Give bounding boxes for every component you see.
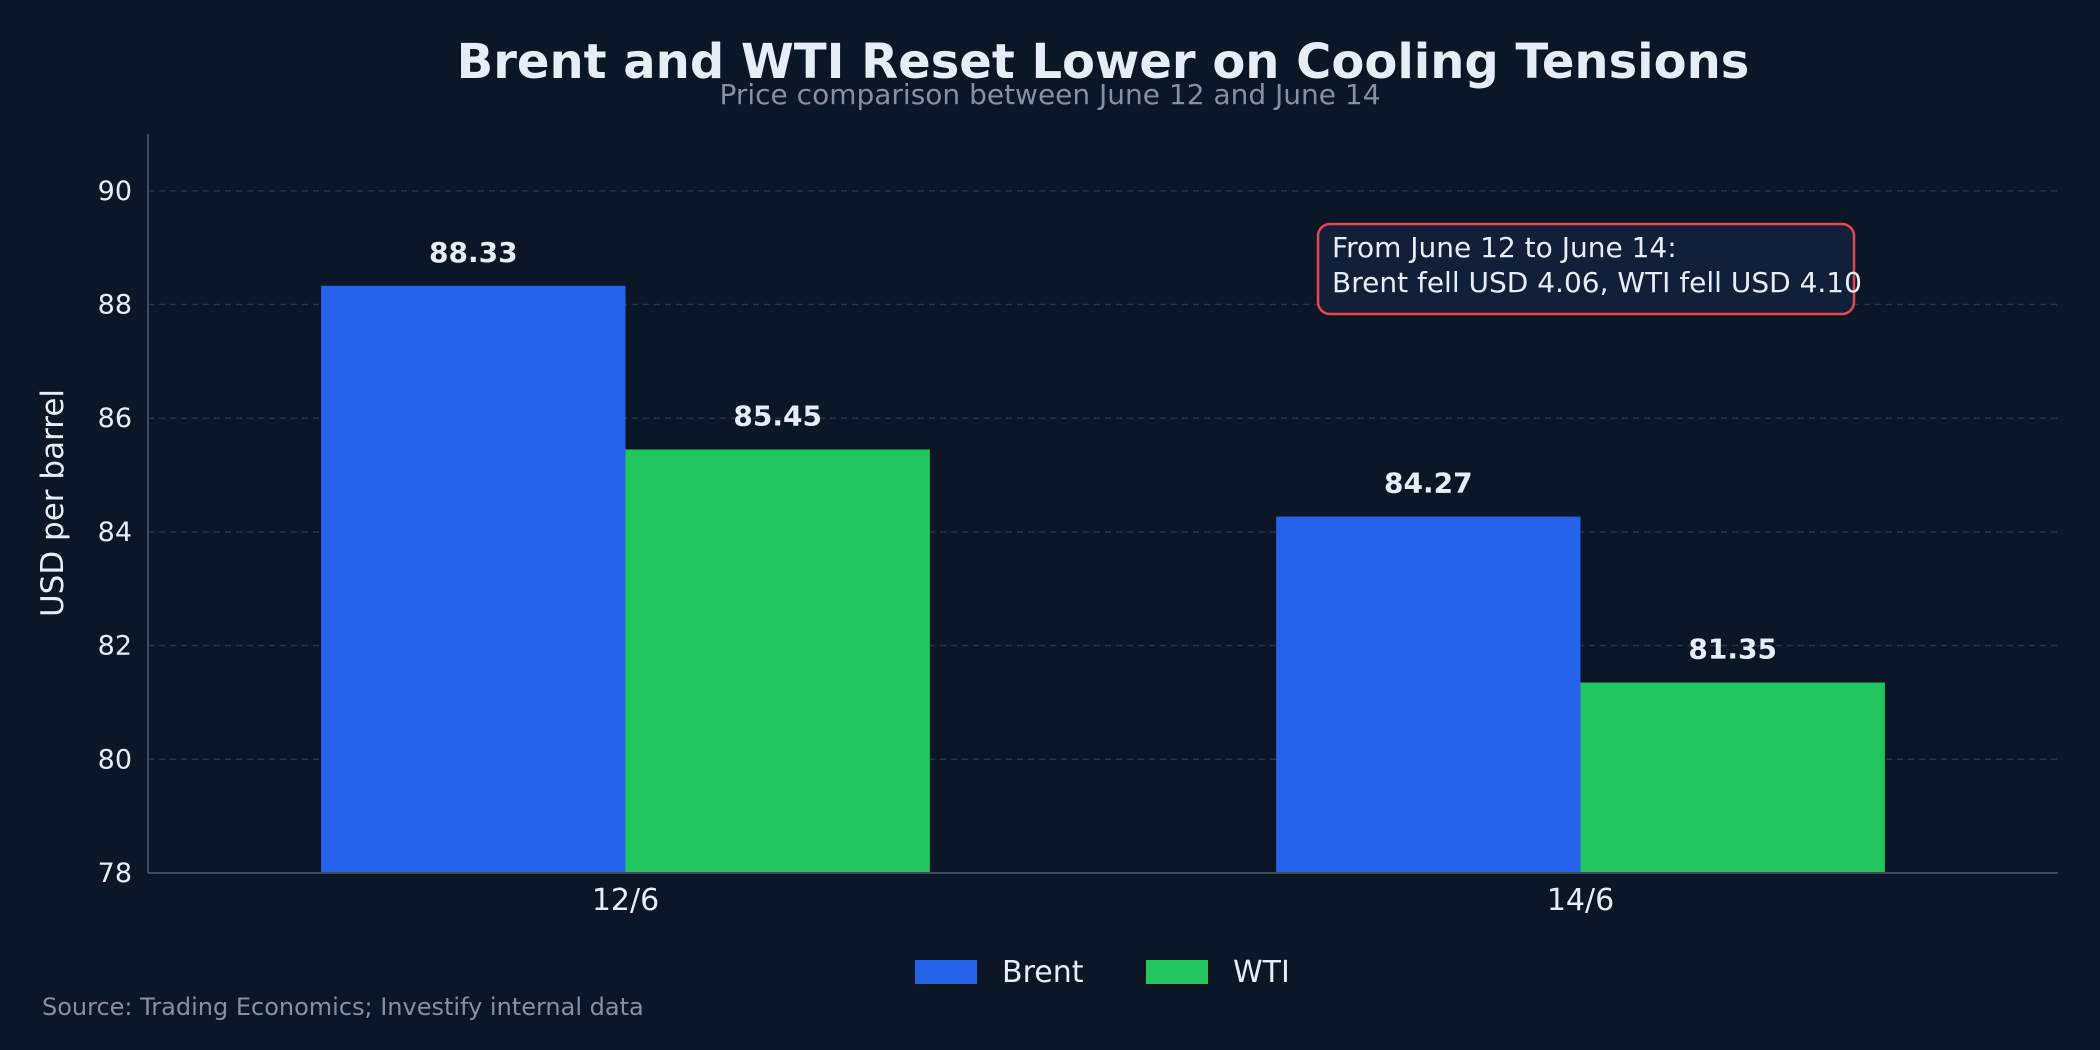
source-note: Source: Trading Economics; Investify int… xyxy=(42,993,644,1021)
bar-wti-0 xyxy=(625,449,930,873)
y-tick-label: 90 xyxy=(98,176,132,207)
y-axis-label: USD per barrel xyxy=(35,389,71,617)
x-tick-label: 12/6 xyxy=(592,883,659,918)
bars xyxy=(321,285,1885,873)
annotation-box: From June 12 to June 14: Brent fell USD … xyxy=(1316,222,1862,316)
y-tick-label: 78 xyxy=(98,858,132,889)
legend-swatch-brent xyxy=(915,960,977,984)
value-label-brent-0: 88.33 xyxy=(429,236,518,269)
y-tick-label: 86 xyxy=(98,403,132,434)
y-tick-label: 88 xyxy=(98,290,132,321)
value-label-wti-0: 85.45 xyxy=(733,399,822,432)
bar-wti-1 xyxy=(1580,682,1885,873)
y-tick-label: 84 xyxy=(98,517,132,548)
bar-brent-0 xyxy=(321,285,626,873)
axes: 78 80 82 84 86 88 90 12/6 14/6 xyxy=(98,134,2058,918)
annotation-frame xyxy=(1316,222,1856,316)
x-tick-label: 14/6 xyxy=(1547,883,1614,918)
y-tick-label: 80 xyxy=(98,744,132,775)
value-label-wti-1: 81.35 xyxy=(1688,633,1777,666)
legend-label-wti: WTI xyxy=(1233,955,1290,990)
value-labels: 88.33 85.45 84.27 81.35 xyxy=(429,236,1777,666)
annotation-line-2: Brent fell USD 4.06, WTI fell USD 4.10 xyxy=(1332,266,1862,299)
legend-label-brent: Brent xyxy=(1002,955,1084,990)
bar-brent-1 xyxy=(1276,516,1581,873)
legend-swatch-wti xyxy=(1146,960,1208,984)
value-label-brent-1: 84.27 xyxy=(1384,467,1473,500)
annotation-line-1: From June 12 to June 14: xyxy=(1332,231,1677,264)
chart-title: Brent and WTI Reset Lower on Cooling Ten… xyxy=(457,34,1750,90)
y-tick-label: 82 xyxy=(98,631,132,662)
legend: Brent WTI xyxy=(915,955,1290,990)
chart-subtitle: Price comparison between June 12 and Jun… xyxy=(719,78,1380,111)
